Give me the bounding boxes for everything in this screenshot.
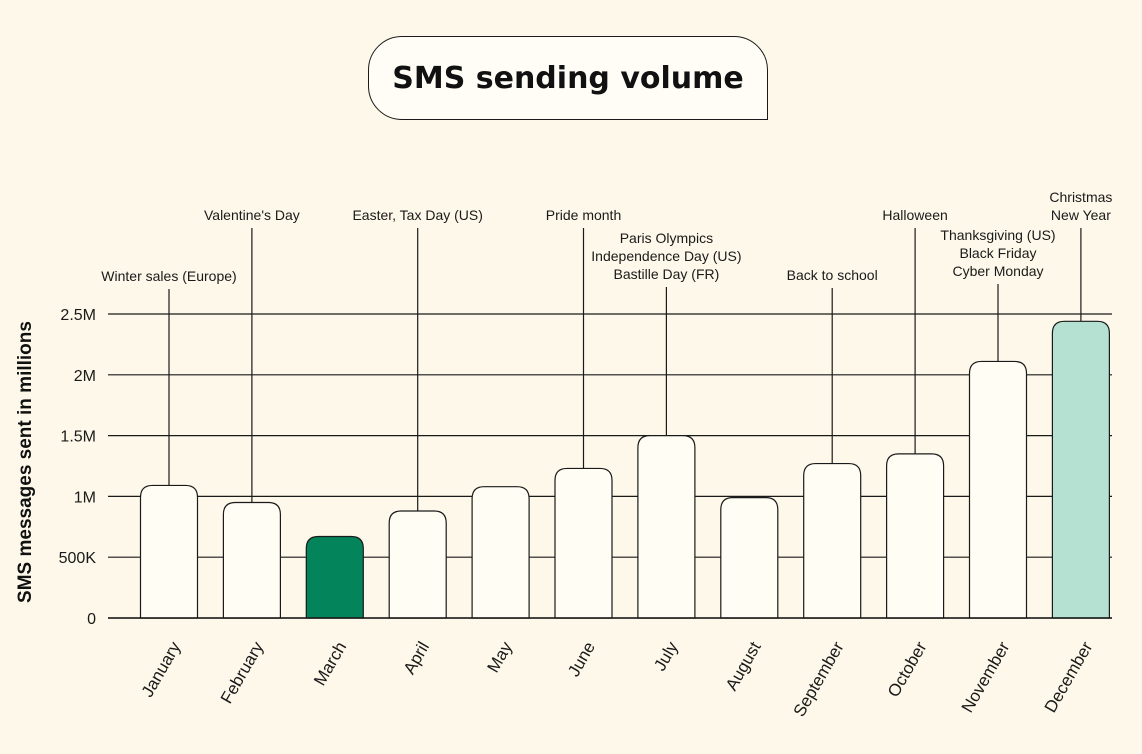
x-tick-label: July <box>650 638 682 674</box>
annotation-leaders <box>168 228 1082 511</box>
bar-august <box>720 497 779 619</box>
x-tick-label: May <box>484 638 517 676</box>
y-tick-label: 500K <box>59 550 97 567</box>
annotation-label: Paris Olympics Independence Day (US) Basti… <box>591 230 741 282</box>
bars <box>108 320 1112 619</box>
annotation-label: Winter sales (Europe) <box>101 268 236 284</box>
annotations: Winter sales (Europe) Valentine's Day East… <box>101 189 1112 284</box>
y-tick-label: 2M <box>74 368 96 385</box>
bar-april <box>388 510 447 619</box>
x-tick-label: September <box>790 638 848 720</box>
bar-september <box>803 462 862 619</box>
bar-may <box>471 486 530 619</box>
x-tick-label: February <box>217 638 268 707</box>
y-tick-label: 2.5M <box>60 307 96 324</box>
bar-february <box>222 501 281 619</box>
x-tick-label: November <box>958 638 1014 716</box>
x-tick-label: August <box>722 638 765 694</box>
y-axis-label: SMS messages sent in millions <box>15 321 36 603</box>
annotation-label: Halloween <box>882 207 947 223</box>
bar-march <box>305 535 364 619</box>
y-tick-label: 0 <box>87 611 96 628</box>
bar-january <box>139 484 199 619</box>
x-tick-label: March <box>310 639 350 689</box>
bar-december <box>1051 320 1110 619</box>
x-tick-label: January <box>138 638 185 700</box>
annotation-label: Easter, Tax Day (US) <box>352 207 482 223</box>
y-axis-ticks: 0 500K 1M 1.5M 2M 2.5M <box>59 307 97 628</box>
x-tick-label: June <box>564 639 599 680</box>
x-tick-label: October <box>884 638 931 700</box>
y-tick-label: 1.5M <box>60 429 96 446</box>
annotation-label: Christmas New Year <box>1049 189 1112 223</box>
x-axis-labels: January February March April May June July Augu… <box>138 638 1097 720</box>
x-tick-label: April <box>400 639 433 678</box>
annotation-label: Back to school <box>787 267 878 283</box>
bar-june <box>554 467 613 619</box>
y-tick-label: 1M <box>74 489 96 506</box>
x-tick-label: December <box>1041 638 1097 716</box>
annotation-label: Valentine's Day <box>204 207 300 223</box>
chart-title: SMS sending volume <box>392 60 744 96</box>
chart-title-box: SMS sending volume <box>368 36 768 120</box>
annotation-label: Pride month <box>546 207 621 223</box>
bar-october <box>886 453 945 619</box>
bar-november <box>968 360 1028 619</box>
bar-july <box>637 435 696 619</box>
annotation-label: Thanksgiving (US) Black Friday Cyber Monda… <box>940 227 1055 279</box>
